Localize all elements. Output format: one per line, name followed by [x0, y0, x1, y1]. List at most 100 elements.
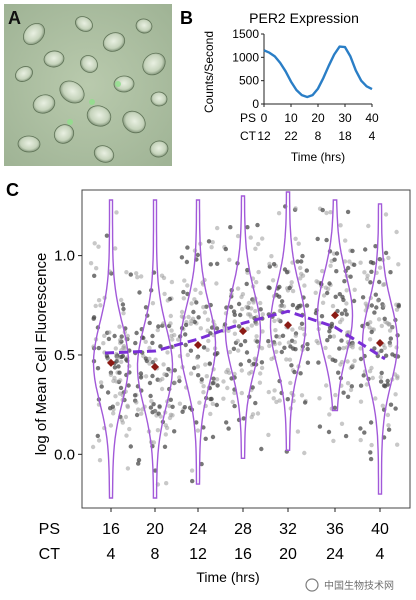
cell-point [90, 444, 96, 450]
cell-point [176, 337, 181, 342]
cell-point [246, 300, 252, 306]
cell-point [201, 305, 206, 310]
cell-point [183, 332, 188, 337]
cell-point [277, 334, 282, 339]
cell-point [358, 426, 363, 431]
cell-point [253, 400, 258, 406]
cell-point [155, 327, 160, 333]
panel-c-ytick-label: 0.5 [54, 347, 75, 364]
cell-point [358, 437, 363, 443]
cell-point [373, 244, 378, 249]
violin-28 [224, 195, 262, 459]
panel-c: C log of Mean Cell Fluorescence 0.0 0.5 1.… [6, 180, 411, 585]
cell-point [199, 461, 204, 467]
cell-point [245, 326, 250, 331]
cell-point [177, 401, 183, 406]
cell-point [195, 355, 200, 360]
cell-point [114, 379, 119, 384]
cell-point [201, 425, 206, 430]
cell-point [210, 380, 216, 386]
cell-point [394, 307, 400, 312]
cell-point [341, 345, 346, 351]
cell-point [327, 354, 332, 360]
cell-point [92, 241, 97, 246]
cell-point [139, 411, 144, 416]
cell-point [180, 409, 185, 414]
micrograph-cell [15, 66, 33, 82]
micrograph-cell [142, 52, 166, 76]
micrograph-cell [149, 140, 169, 158]
cell-point [227, 349, 233, 355]
cell-point [266, 339, 271, 344]
panel-c-row-value: 32 [279, 521, 297, 538]
cell-point [235, 286, 241, 291]
cell-point [372, 310, 377, 315]
panel-b-row-value: 4 [369, 129, 376, 143]
cell-point [379, 323, 384, 329]
cell-point [93, 303, 98, 309]
cell-point [172, 368, 177, 373]
cell-point [314, 338, 319, 344]
cell-point [343, 308, 348, 313]
cell-point [166, 367, 171, 372]
cell-point [343, 433, 349, 439]
micrograph-cells [15, 16, 169, 163]
cell-point [339, 317, 345, 322]
cell-point [150, 373, 155, 379]
cell-point [143, 339, 148, 344]
cell-point [210, 401, 215, 406]
cell-point [381, 383, 387, 388]
cell-point [323, 345, 328, 351]
cell-point [344, 312, 349, 317]
cell-point [273, 328, 278, 333]
cell-point [113, 246, 118, 251]
cell-point [272, 388, 277, 393]
cell-point [395, 374, 400, 379]
panel-b-time-rows: PS 0 10 20 30 40 CT 12 22 8 18 4 [240, 111, 379, 143]
cell-point [336, 370, 341, 375]
cell-point [387, 328, 393, 333]
cell-point [181, 289, 186, 295]
cell-point [168, 412, 174, 417]
cell-point [260, 329, 265, 334]
cell-point [177, 375, 182, 380]
panel-c-row-value: 20 [146, 521, 164, 538]
cell-point [296, 241, 301, 246]
mean-marker-28 [239, 327, 247, 336]
cell-point [197, 400, 202, 405]
panel-c-row-value: 36 [326, 521, 344, 538]
panel-c-row-value: 16 [234, 546, 252, 563]
cell-point [253, 246, 258, 251]
cell-point [271, 396, 276, 401]
cell-point [253, 308, 258, 314]
violin-20 [136, 199, 174, 499]
panel-c-row-value: 24 [189, 521, 207, 538]
cell-point [147, 320, 152, 326]
cell-point [387, 321, 392, 327]
cell-point [172, 429, 177, 434]
cell-point [352, 358, 357, 363]
cell-point [181, 296, 186, 301]
cell-point [241, 416, 246, 421]
cell-point [193, 287, 198, 292]
cell-point [247, 312, 253, 317]
cell-point [358, 383, 364, 388]
cell-point [239, 390, 244, 396]
cell-point [232, 331, 238, 336]
cell-point [367, 337, 373, 342]
cell-point [350, 342, 356, 347]
panel-b: B PER2 Expression Counts/Second 05001000… [180, 8, 379, 164]
cell-point [221, 379, 226, 384]
cell-point [183, 322, 189, 328]
cell-point [315, 236, 320, 242]
cell-point [244, 350, 250, 355]
cell-point [319, 314, 325, 319]
cell-point [177, 378, 182, 384]
cell-point [239, 368, 244, 373]
cell-point [236, 301, 242, 307]
cell-point [125, 466, 131, 471]
cell-point [290, 288, 296, 294]
cell-point [390, 352, 395, 357]
cell-point [298, 371, 303, 376]
cell-point [242, 339, 248, 344]
